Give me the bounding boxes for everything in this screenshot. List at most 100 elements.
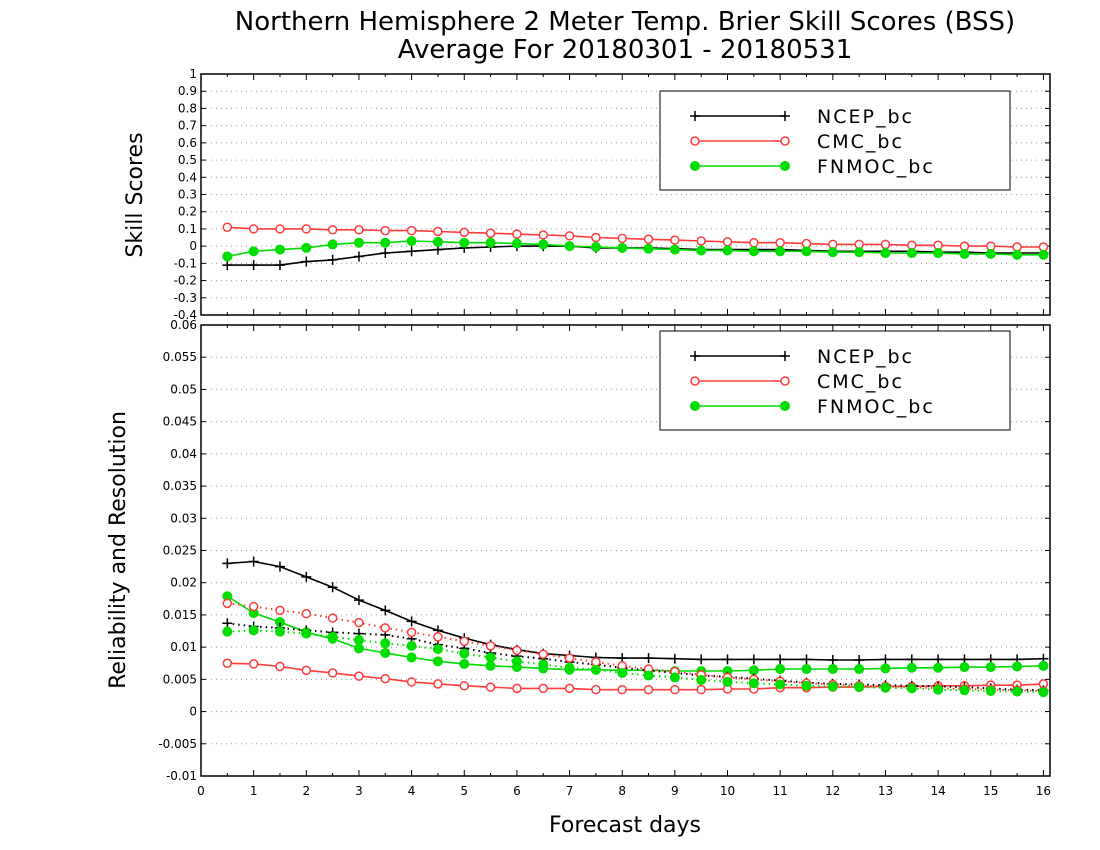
- series-5-point: [985, 685, 996, 696]
- series-5-point: [696, 675, 707, 686]
- y-tick-label: 0.4: [178, 170, 197, 184]
- series-2-point: [459, 237, 470, 248]
- series-1-point: [327, 668, 338, 678]
- series-1-point: [275, 224, 285, 234]
- series-1-point: [696, 236, 706, 246]
- series-2-point: [301, 242, 312, 253]
- series-2-point: [432, 236, 443, 247]
- series-1-point: [880, 239, 891, 250]
- y-tick-label: 0.7: [178, 119, 197, 133]
- series-4-point: [275, 605, 285, 616]
- series-0-point: [248, 260, 259, 271]
- series-0-point: [380, 605, 391, 616]
- x-tick-label: 14: [930, 784, 945, 798]
- x-tick-label: 4: [408, 784, 416, 798]
- series-3-point: [222, 618, 233, 629]
- series-5-point: [959, 685, 970, 696]
- series-1-point: [433, 226, 443, 237]
- legend-marker-point: [690, 136, 700, 146]
- y-tick-label: 0.5: [178, 153, 197, 167]
- series-2-point: [643, 243, 654, 254]
- series-2-point: [775, 664, 786, 675]
- y-tick-label: 0: [189, 239, 197, 253]
- plot-frame: [200, 324, 1051, 777]
- series-2-point: [959, 248, 970, 259]
- series-2-point: [380, 647, 391, 658]
- series-5-point: [1012, 686, 1023, 697]
- series-0-point: [380, 248, 391, 259]
- series-1-point: [354, 671, 364, 681]
- series-5-point: [248, 625, 259, 636]
- series-4-point: [354, 617, 364, 628]
- legend-marker-point: [780, 161, 790, 171]
- legend-marker-point: [690, 376, 700, 386]
- y-tick-label: 0.055: [163, 350, 197, 364]
- series-5-point: [380, 638, 391, 649]
- legend-marker-point: [780, 351, 790, 361]
- y-tick-label: 0.9: [178, 84, 197, 98]
- x-tick-label: 8: [618, 784, 626, 798]
- series-1-point: [564, 231, 575, 241]
- series-0-point: [696, 654, 707, 665]
- series-2-point: [511, 238, 522, 249]
- x-tick-label: 3: [355, 784, 363, 798]
- y-tick-label: 0.1: [178, 222, 197, 236]
- series-2-point: [880, 248, 891, 259]
- series-5-point: [222, 626, 233, 637]
- series-0-point: [880, 654, 891, 665]
- y-tick-label: -0.1: [174, 256, 197, 270]
- series-2-point: [906, 662, 917, 673]
- series-1-point: [406, 677, 417, 687]
- series-0-point: [801, 654, 812, 665]
- series-2-point: [459, 658, 470, 669]
- series-1-point: [643, 234, 654, 245]
- series-0-point: [301, 256, 312, 267]
- series-2-point: [353, 237, 364, 248]
- series-1-point: [301, 665, 312, 676]
- series-0-point: [827, 655, 838, 666]
- series-1-point: [591, 684, 601, 695]
- series-cmc-bc: [222, 658, 1049, 695]
- series-5-point: [406, 640, 417, 651]
- legend-label: FNMOC_bc: [817, 396, 935, 418]
- legend-marker-point: [690, 161, 700, 171]
- series-0-point: [906, 654, 917, 665]
- series-2-point: [538, 239, 549, 250]
- chart-subtitle: Average For 20180301 - 20180531: [398, 35, 853, 65]
- series-2-point: [485, 660, 496, 671]
- series-1-point: [248, 659, 259, 669]
- y-tick-label: -0.2: [174, 274, 197, 288]
- series-4-point: [327, 613, 338, 623]
- series-2-point: [590, 242, 601, 253]
- series-1-point: [538, 230, 548, 240]
- series-1-point: [222, 222, 233, 232]
- y-tick-label: 0.01: [170, 640, 197, 654]
- series-1-point: [670, 684, 680, 695]
- legend-marker-point: [780, 136, 790, 146]
- series-2-point: [222, 251, 233, 262]
- series-0-point: [643, 653, 654, 664]
- series-2-point: [827, 664, 838, 675]
- series-5-point: [801, 680, 812, 691]
- x-tick-label: 11: [773, 784, 788, 798]
- series-dotted-5: [222, 625, 1049, 698]
- series-5-point: [459, 648, 470, 659]
- series-2-point: [880, 663, 891, 674]
- series-1-point: [512, 683, 522, 694]
- series-0-point: [353, 251, 364, 262]
- series-2-point: [1012, 661, 1023, 672]
- plot-frame: [200, 73, 1051, 316]
- series-2-point: [775, 246, 786, 257]
- series-4-point: [248, 601, 259, 612]
- x-axis-label: Forecast days: [549, 813, 701, 838]
- chart-title: Northern Hemisphere 2 Meter Temp. Brier …: [235, 7, 1015, 37]
- series-0-point: [933, 654, 944, 665]
- series-2-point: [380, 237, 391, 248]
- series-2-point: [248, 246, 259, 257]
- series-1-point: [591, 232, 601, 243]
- y-tick-label: 0.045: [163, 415, 197, 429]
- series-2-point: [485, 237, 496, 248]
- series-2-point: [669, 244, 680, 255]
- series-1-point: [722, 237, 733, 247]
